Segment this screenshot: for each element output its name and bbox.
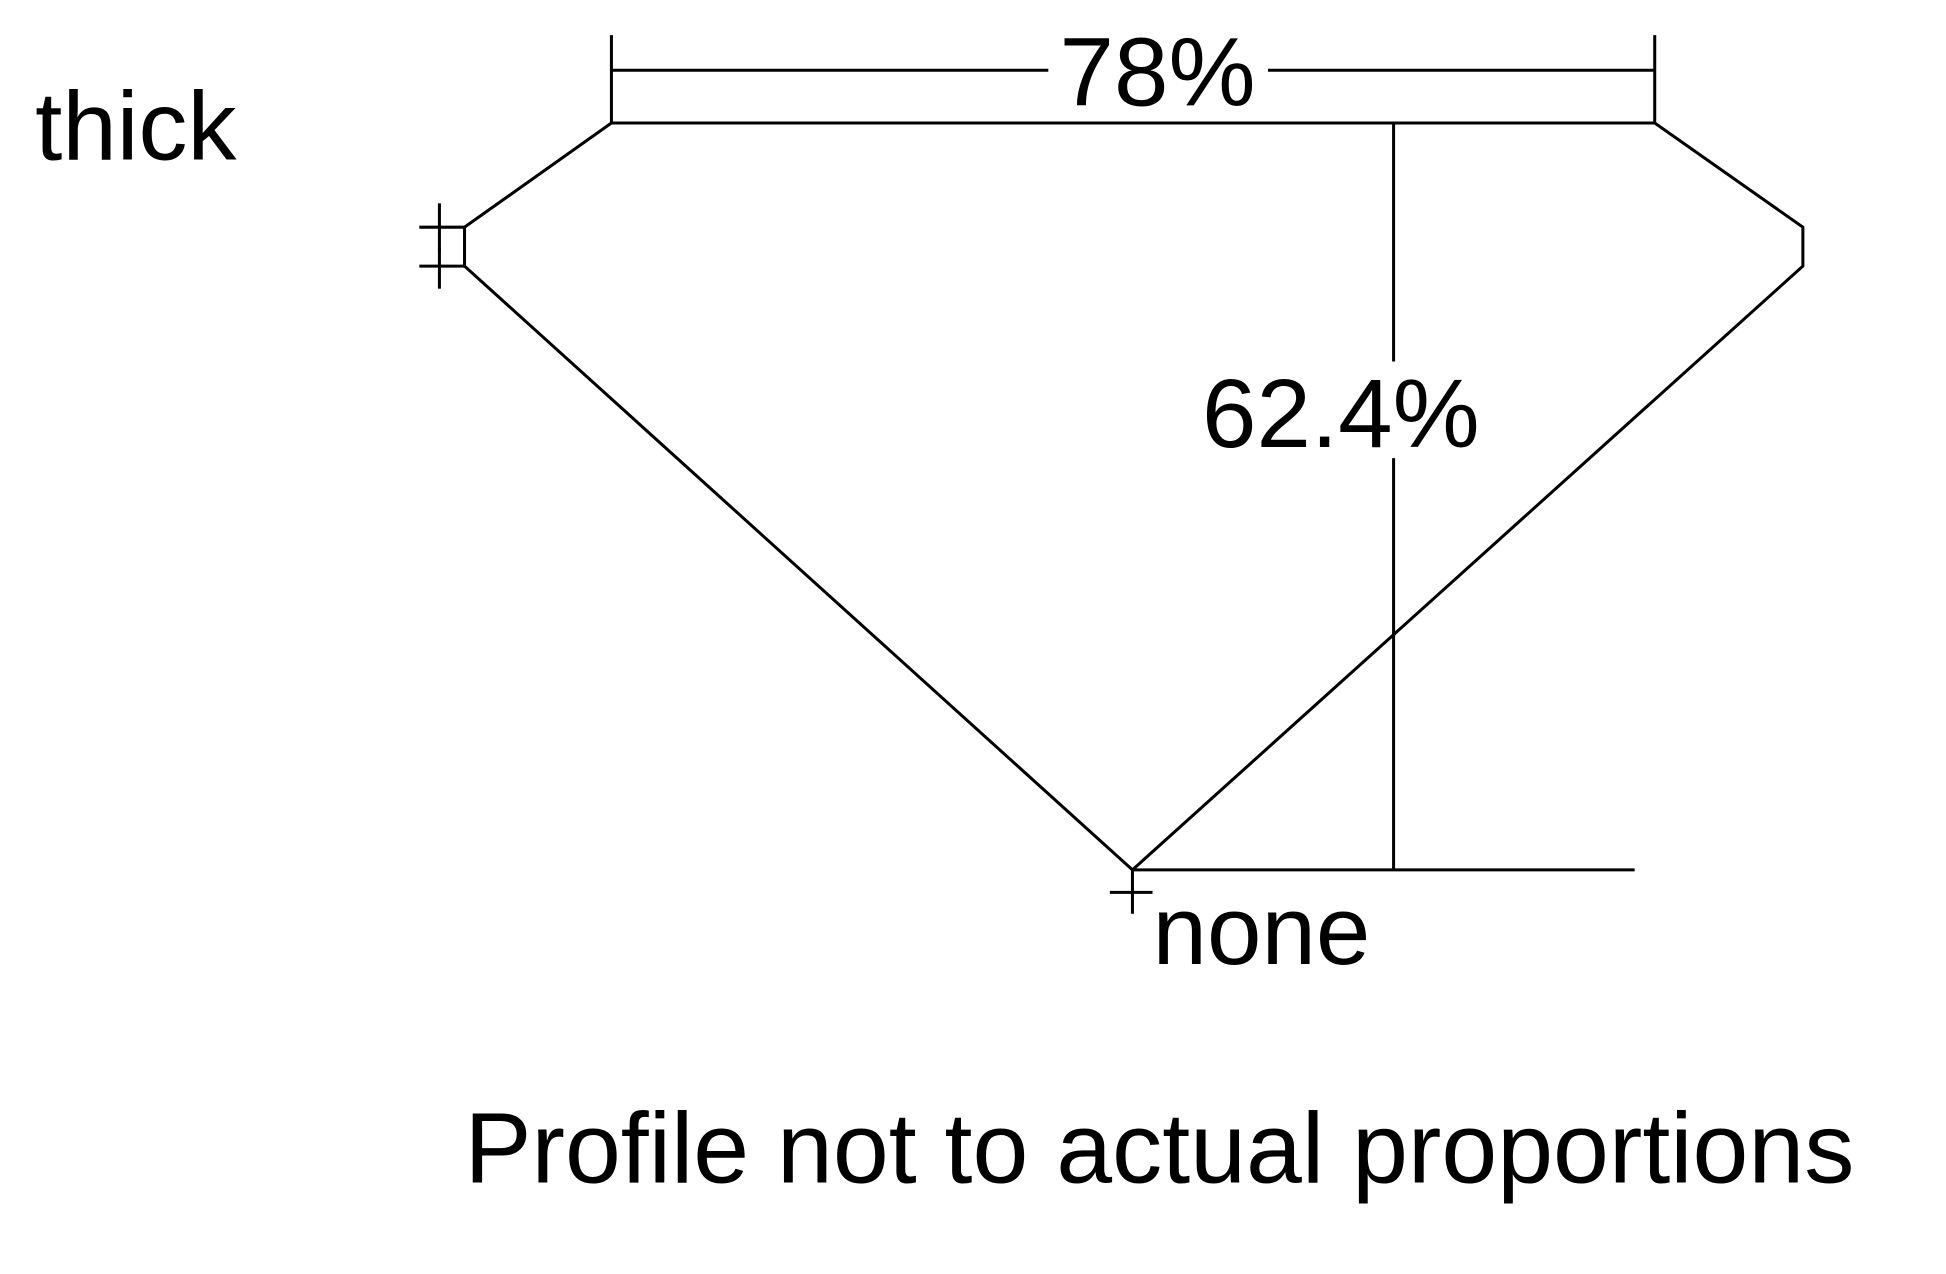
proportions-note: Profile not to actual proportions [465,1092,1855,1204]
girdle-label: thick [35,70,237,180]
gem-outline [463,121,1805,872]
culet-marker-icon [1109,869,1153,914]
girdle-marker-icons [419,203,465,289]
culet-label: none [1153,875,1371,985]
table-width-label: 78% [1060,16,1256,126]
total-depth-label: 62.4% [1202,358,1480,468]
